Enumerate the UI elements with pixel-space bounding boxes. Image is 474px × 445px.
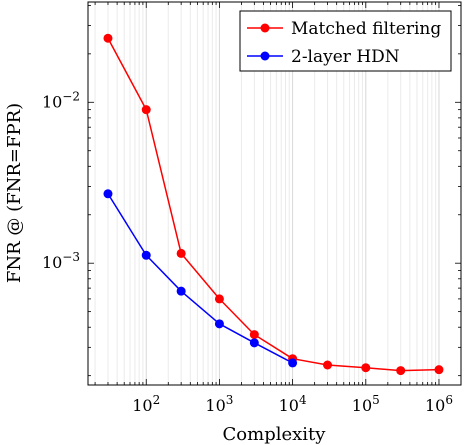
- series-line-matched-filtering: [107, 37, 439, 372]
- legend-marker-2-layer-hdn: [260, 51, 270, 61]
- grid-lines: [94, 2, 440, 385]
- y-tick-label: 10−2: [42, 89, 80, 111]
- data-point-matched-filtering: [176, 248, 186, 258]
- x-tick-label-base: 10: [205, 396, 225, 415]
- x-tick-label-base: 10: [132, 396, 152, 415]
- x-tick-label: 102: [132, 393, 160, 415]
- data-point-2-layer-hdn: [214, 319, 224, 329]
- y-axis-label: FNR @ (FNR=FPR): [4, 103, 25, 283]
- data-point-2-layer-hdn: [141, 250, 151, 260]
- data-point-matched-filtering: [361, 363, 371, 373]
- x-tick-label-exponent: 4: [299, 393, 307, 407]
- x-tick-label-exponent: 5: [372, 393, 380, 407]
- data-point-2-layer-hdn: [249, 338, 259, 348]
- legend-label-matched-filtering: Matched filtering: [291, 19, 441, 39]
- x-axis-label: Complexity: [223, 424, 327, 445]
- legend-label-2-layer-hdn: 2-layer HDN: [291, 47, 400, 67]
- data-point-2-layer-hdn: [288, 358, 298, 368]
- x-tick-label-exponent: 2: [153, 393, 161, 407]
- legend: Matched filtering 2-layer HDN: [239, 10, 452, 72]
- series-line-2-layer-hdn: [107, 193, 293, 364]
- series-layer: [103, 33, 444, 376]
- data-point-matched-filtering: [323, 360, 333, 370]
- data-point-matched-filtering: [434, 365, 444, 375]
- x-tick-label-base: 10: [352, 396, 372, 415]
- x-tick-label: 103: [205, 393, 233, 415]
- plot-area-frame: [87, 1, 462, 386]
- data-point-2-layer-hdn: [176, 286, 186, 296]
- legend-marker-matched-filtering: [260, 23, 270, 33]
- data-point-matched-filtering: [396, 366, 406, 376]
- x-tick-label-exponent: 3: [226, 393, 234, 407]
- x-tick-label-base: 10: [279, 396, 299, 415]
- y-tick-label: 10−3: [42, 250, 80, 272]
- y-tick-label-exponent: −3: [62, 250, 80, 264]
- data-point-matched-filtering: [249, 330, 259, 340]
- y-tick-label-exponent: −2: [62, 89, 80, 103]
- data-point-2-layer-hdn: [103, 189, 113, 199]
- x-tick-label: 106: [425, 393, 453, 415]
- data-point-matched-filtering: [103, 33, 113, 43]
- data-point-matched-filtering: [214, 294, 224, 304]
- data-point-matched-filtering: [141, 105, 151, 115]
- y-tick-label-base: 10: [42, 92, 62, 111]
- x-tick-label: 105: [352, 393, 380, 415]
- y-tick-label-base: 10: [42, 253, 62, 272]
- legend-box: [239, 10, 452, 72]
- x-tick-label-exponent: 6: [445, 393, 453, 407]
- x-tick-label: 104: [279, 393, 307, 415]
- x-tick-label-base: 10: [425, 396, 445, 415]
